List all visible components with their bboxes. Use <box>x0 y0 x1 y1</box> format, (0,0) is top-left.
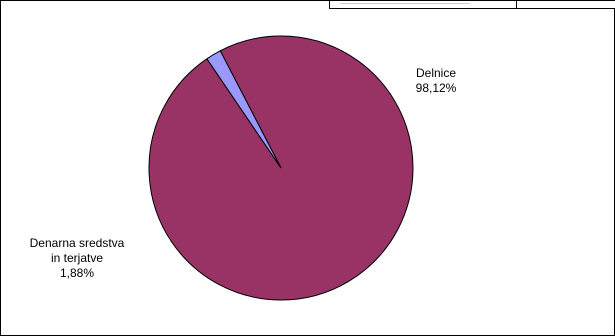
slice-label-denarna-line2: in terjatve <box>50 251 104 265</box>
table-fragment-divider <box>516 1 517 8</box>
slice-label-denarna-line1: Denarna sredstva <box>29 236 125 250</box>
slice-label-delnice: Delnice 98,12% <box>406 66 466 96</box>
pie-slice-denarna-sredstva <box>206 50 282 169</box>
pie-slice-delnice <box>148 35 414 301</box>
slice-label-delnice-name: Delnice <box>415 66 457 80</box>
slice-label-denarna-value: 1,88% <box>59 266 95 280</box>
table-fragment-line <box>340 3 470 4</box>
slice-label-delnice-value: 98,12% <box>415 81 457 95</box>
table-fragment <box>329 1 615 9</box>
slice-label-denarna-sredstva: Denarna sredstva in terjatve 1,88% <box>22 236 132 281</box>
